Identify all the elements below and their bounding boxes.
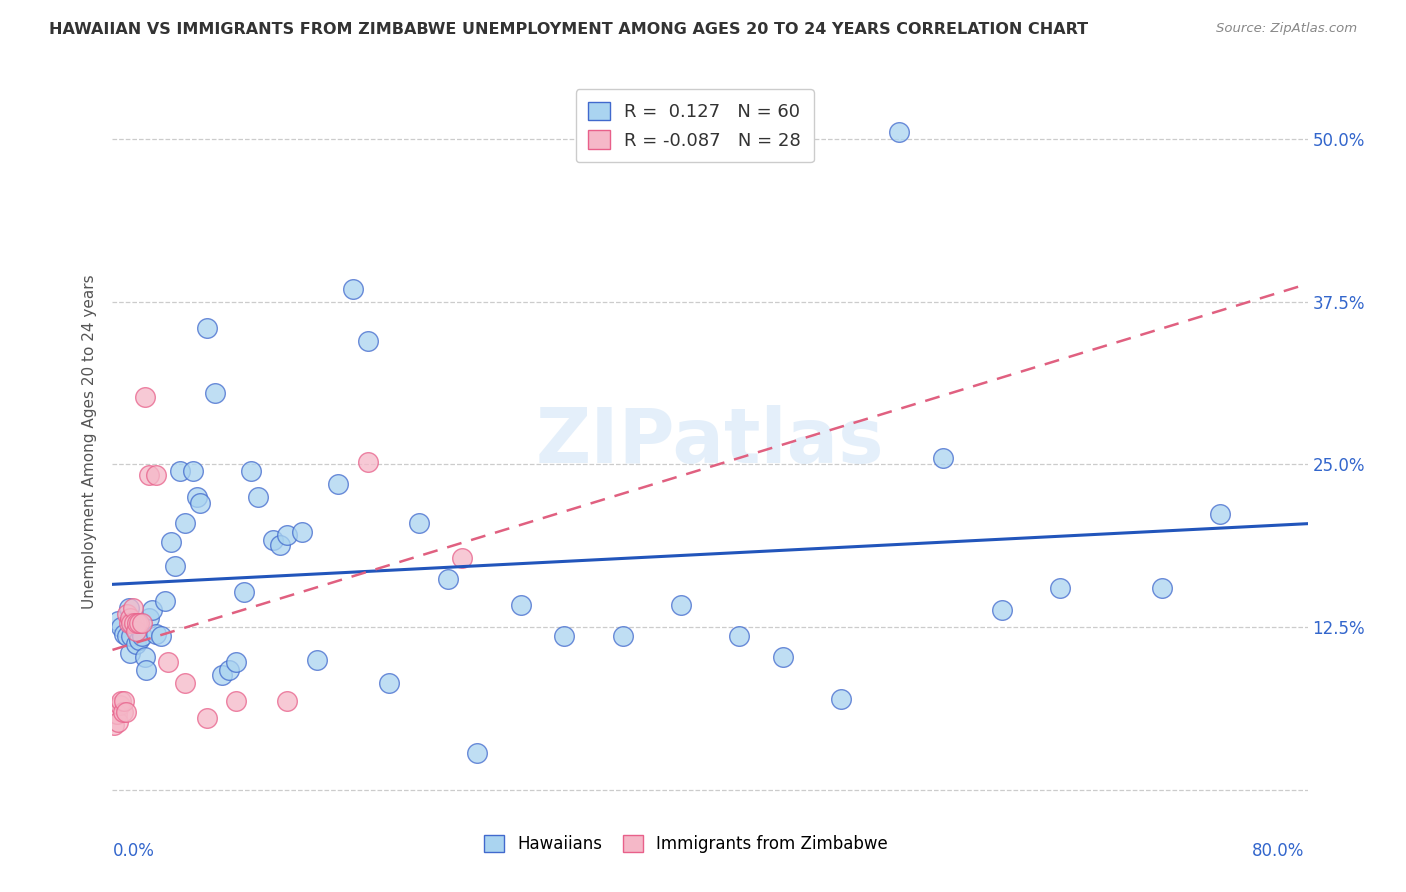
Point [436,572,458,586]
Point [134,650,156,665]
Point [269,538,291,552]
Point [188,496,211,510]
Point [169,464,191,478]
Point [125,637,148,651]
Text: 0.0%: 0.0% [112,842,155,860]
Point [122,614,145,628]
Point [195,320,218,334]
Point [218,663,240,677]
Point [153,594,176,608]
Point [1150,581,1173,595]
Text: Source: ZipAtlas.com: Source: ZipAtlas.com [1216,22,1357,36]
Point [342,282,364,296]
Point [1049,581,1071,595]
Point [195,711,218,725]
Text: HAWAIIAN VS IMMIGRANTS FROM ZIMBABWE UNEMPLOYMENT AMONG AGES 20 TO 24 YEARS CORR: HAWAIIAN VS IMMIGRANTS FROM ZIMBABWE UNE… [49,22,1088,37]
Point [889,125,911,139]
Point [204,385,226,400]
Point [120,616,142,631]
Point [134,390,156,404]
Point [135,663,157,677]
Point [328,476,350,491]
Point [145,626,167,640]
Point [612,629,634,643]
Point [156,655,179,669]
Point [262,533,284,547]
Point [211,668,233,682]
Point [107,715,129,730]
Point [105,707,128,722]
Point [1209,507,1232,521]
Point [232,585,254,599]
Point [112,626,135,640]
Point [110,620,132,634]
Point [239,464,262,478]
Point [125,624,148,638]
Point [107,614,129,628]
Point [120,629,142,643]
Point [465,747,488,761]
Point [276,694,298,708]
Point [149,629,172,643]
Point [115,629,138,643]
Point [115,607,138,621]
Point [378,676,401,690]
Point [114,705,136,719]
Point [128,633,150,648]
Point [553,629,575,643]
Point [509,598,531,612]
Point [145,467,167,482]
Point [276,527,298,541]
Point [159,535,181,549]
Point [108,698,131,713]
Point [669,598,692,612]
Point [117,600,139,615]
Point [165,558,187,573]
Point [103,717,125,731]
Text: 80.0%: 80.0% [1253,842,1305,860]
Point [451,551,474,566]
Point [305,652,328,666]
Point [225,694,247,708]
Point [112,694,135,708]
Point [932,450,955,465]
Point [138,467,160,482]
Legend: Hawaiians, Immigrants from Zimbabwe: Hawaiians, Immigrants from Zimbabwe [478,828,894,860]
Point [118,646,141,660]
Point [990,603,1012,617]
Point [124,616,146,631]
Point [131,616,153,631]
Point [131,629,153,643]
Point [408,516,430,530]
Point [830,691,852,706]
Point [181,464,204,478]
Point [118,611,141,625]
Point [117,616,139,631]
Point [110,694,132,708]
Text: ZIPatlas: ZIPatlas [536,405,884,478]
Point [141,603,163,617]
Point [247,490,270,504]
Point [138,611,160,625]
Point [124,620,146,634]
Y-axis label: Unemployment Among Ages 20 to 24 years: Unemployment Among Ages 20 to 24 years [82,274,97,609]
Point [772,650,794,665]
Point [728,629,751,643]
Point [127,616,149,631]
Point [225,655,247,669]
Point [128,616,150,631]
Point [174,516,197,530]
Point [122,600,145,615]
Point [291,524,314,539]
Point [356,455,378,469]
Point [127,624,149,638]
Point [356,334,378,348]
Point [174,676,197,690]
Point [111,705,134,719]
Point [186,490,208,504]
